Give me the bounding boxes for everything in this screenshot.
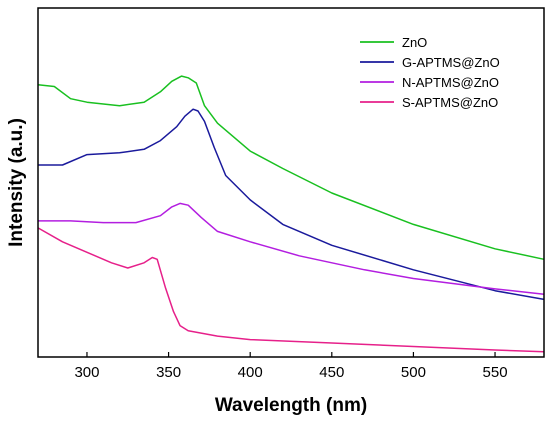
series-line-3 (38, 202, 545, 295)
x-tick-label: 300 (74, 364, 99, 381)
legend-label: ZnO (402, 35, 427, 50)
legend-label: S-APTMS@ZnO (402, 95, 498, 110)
series-line-4 (37, 227, 545, 353)
plot-lines (37, 75, 545, 353)
legend-label: G-APTMS@ZnO (402, 55, 500, 70)
x-tick-label: 400 (238, 364, 263, 381)
x-tick-label: 500 (401, 364, 426, 381)
x-axis-title: Wavelength (nm) (215, 395, 367, 416)
x-tick-label: 550 (483, 364, 508, 381)
plot-frame (37, 7, 545, 358)
legend: ZnO G-APTMS@ZnO N-APTMS@ZnO S-APTMS@ZnO (360, 35, 500, 110)
series-line-1 (37, 75, 545, 261)
x-axis-ticks: 300 350 400 450 500 550 (74, 352, 508, 381)
x-tick-label: 450 (319, 364, 344, 381)
y-axis-title: Intensity (a.u.) (6, 118, 27, 247)
legend-label: N-APTMS@ZnO (402, 75, 499, 90)
x-tick-label: 350 (156, 364, 181, 381)
series-line-2 (38, 108, 545, 301)
